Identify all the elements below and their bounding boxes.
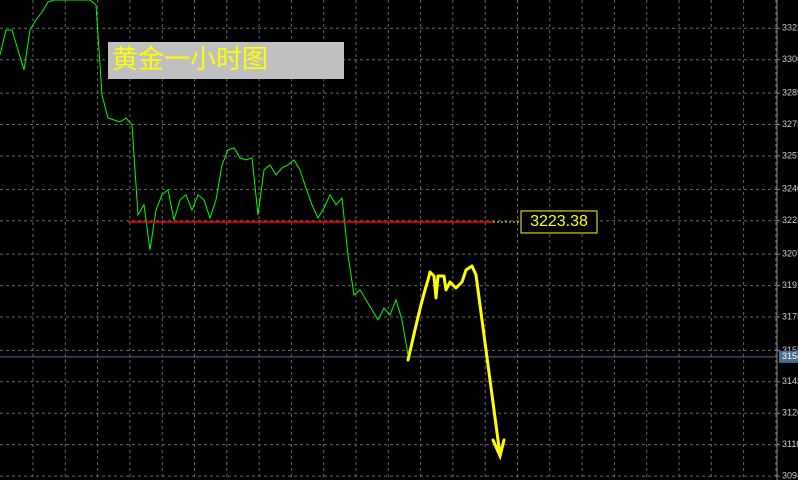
- y-tick-label: 3257: [782, 150, 798, 160]
- arrow-head: [491, 438, 506, 461]
- y-tick-label: 3191: [782, 280, 798, 290]
- title-box: [108, 42, 344, 79]
- level-label: 3223.38: [530, 213, 588, 230]
- y-tick-label: 3142: [782, 376, 798, 386]
- price-line: [0, 0, 409, 355]
- y-tick-label: 3240: [782, 184, 798, 194]
- current-price-label: 3154.7: [782, 351, 798, 361]
- vertical-grid: [32, 0, 777, 480]
- y-tick-label: 3306: [782, 54, 798, 64]
- y-tick-label: 3158: [782, 345, 798, 355]
- chart-title: 黄金一小时图: [112, 45, 268, 75]
- y-tick-label: 3207: [782, 249, 798, 259]
- y-tick-label: 3224: [782, 215, 798, 225]
- drawn-arrow: [406, 264, 502, 457]
- y-tick-label: 3110: [782, 439, 798, 449]
- level-label-box: [520, 210, 598, 234]
- y-tick-label: 3289: [782, 87, 798, 97]
- y-tick-label: 3175: [782, 311, 798, 321]
- y-tick-label: 3126: [782, 408, 798, 418]
- current-price-box: [779, 350, 798, 363]
- y-tick-label: 3094: [782, 470, 798, 480]
- y-tick-label: 3322: [782, 23, 798, 33]
